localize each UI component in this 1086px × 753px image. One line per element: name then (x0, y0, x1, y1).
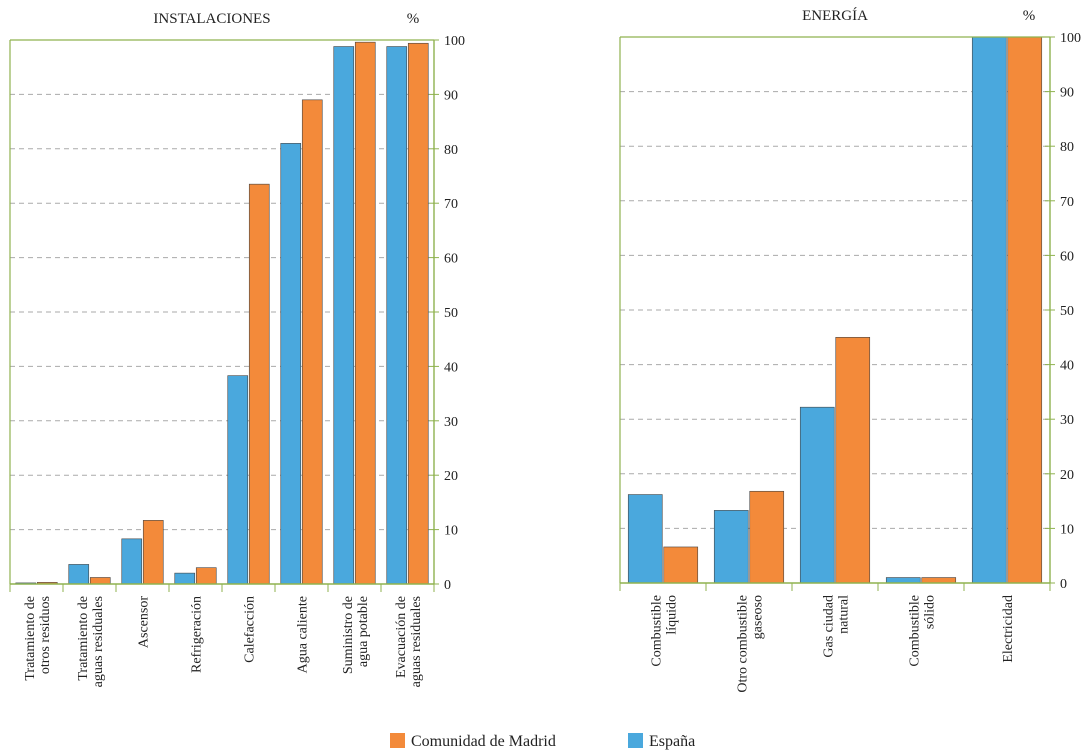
category-label: Tratamiento deaguas residuales (76, 596, 106, 687)
bar-espana (280, 143, 302, 585)
category-label: Evacuación deaguas residuales (394, 596, 424, 687)
bar-espana (174, 572, 196, 585)
bar-espana (799, 406, 835, 584)
category-label: Tratamiento deotros residuos (23, 596, 53, 681)
bar-madrid (921, 577, 957, 584)
y-tick-label: 50 (444, 306, 458, 321)
y-tick-label: 20 (1060, 468, 1074, 483)
category-label: Combustiblesólido (908, 595, 938, 667)
y-tick-label: 90 (1060, 86, 1074, 101)
bar-madrid (301, 99, 323, 585)
y-tick-label: 100 (1060, 31, 1081, 46)
bar-espana (971, 36, 1007, 584)
bar-espana (713, 510, 749, 584)
bar-madrid (354, 41, 376, 585)
y-tick-label: 0 (1060, 577, 1067, 592)
legend-swatch-espana (628, 733, 643, 748)
legend-label-espana: España (649, 733, 695, 750)
y-tick-label: 70 (444, 197, 458, 212)
y-tick-label: 10 (444, 524, 458, 539)
bar-madrid (195, 567, 217, 585)
y-tick-label: 50 (1060, 304, 1074, 319)
bar-espana (121, 538, 143, 585)
category-label: Gas ciudadnatural (822, 595, 852, 658)
legend-label-madrid: Comunidad de Madrid (411, 733, 556, 750)
category-label: Ascensor (137, 596, 152, 648)
bar-espana (627, 494, 663, 584)
bar-madrid (835, 336, 871, 584)
bar-madrid (749, 490, 785, 584)
y-tick-label: 30 (1060, 413, 1074, 428)
y-tick-label: 60 (444, 252, 458, 267)
bar-madrid (142, 520, 164, 585)
y-tick-label: 80 (1060, 140, 1074, 155)
bar-madrid (663, 546, 699, 584)
bar-madrid (407, 42, 429, 585)
legend: Comunidad de Madrid España (390, 733, 695, 750)
bar-espana (333, 46, 355, 585)
bar-espana (227, 375, 249, 585)
chart-title: INSTALACIONES (153, 11, 270, 27)
bar-madrid (89, 577, 111, 585)
y-tick-label: 0 (444, 578, 451, 593)
bar-madrid (1007, 36, 1043, 584)
category-label: Electricidad (1001, 595, 1016, 663)
y-unit-label: % (1023, 8, 1036, 24)
y-tick-label: 40 (444, 360, 458, 375)
y-tick-label: 100 (444, 34, 465, 49)
chart-title: ENERGÍA (802, 7, 868, 24)
y-tick-label: 80 (444, 143, 458, 158)
category-label: Suministro deagua potable (341, 596, 371, 674)
y-tick-label: 10 (1060, 522, 1074, 537)
y-tick-label: 60 (1060, 249, 1074, 264)
category-label: Calefacción (243, 596, 258, 663)
charts-group: Tratamiento deotros residuos Tratamiento … (9, 7, 1081, 693)
bar-espana (68, 564, 90, 585)
bar-espana (885, 577, 921, 584)
bar-espana (386, 46, 408, 585)
category-label: Combustiblelíquido (650, 595, 680, 667)
legend-swatch-madrid (390, 733, 405, 748)
category-label: Refrigeración (190, 596, 205, 673)
chart-2: Combustiblelíquido Otro combustiblegaseos… (619, 7, 1081, 693)
y-unit-label: % (407, 11, 420, 27)
y-tick-label: 40 (1060, 359, 1074, 374)
y-tick-label: 20 (444, 469, 458, 484)
category-label: Otro combustiblegaseoso (736, 595, 766, 693)
y-tick-label: 30 (444, 415, 458, 430)
bar-madrid (248, 183, 270, 585)
y-tick-label: 90 (444, 88, 458, 103)
y-tick-label: 70 (1060, 195, 1074, 210)
chart-1: Tratamiento deotros residuos Tratamiento … (9, 11, 465, 687)
category-label: Agua caliente (296, 596, 311, 673)
